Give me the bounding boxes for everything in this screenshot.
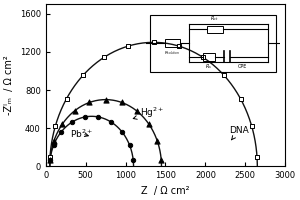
Point [70,120,74,124]
Point [87,101,92,104]
Point [119,101,124,104]
Point [64,97,69,100]
Point [48,159,52,162]
Point [59,130,64,133]
Point [177,45,182,48]
Point [127,143,132,147]
Point [48,155,52,158]
Point [134,109,139,112]
Text: DNA: DNA [230,126,249,140]
Point [103,98,108,101]
Point [131,159,136,162]
Point [146,122,151,126]
Point [249,125,254,128]
Point [126,45,130,48]
Point [81,74,85,77]
Text: Pb$^{2+}$: Pb$^{2+}$ [70,128,94,140]
Point [72,109,77,112]
Point [255,155,260,158]
Point [151,41,156,44]
Text: Hg$^{2+}$: Hg$^{2+}$ [133,106,164,120]
Point [52,139,56,142]
Point [82,115,87,119]
X-axis label: Z  / Ω cm²: Z / Ω cm² [141,186,190,196]
Point [221,74,226,77]
Point [96,115,101,119]
Point [109,120,113,124]
Y-axis label: -Zᴵₘ  / Ω cm²: -Zᴵₘ / Ω cm² [4,55,14,115]
Point [60,122,65,126]
Point [155,139,160,142]
Point [51,143,56,147]
Point [48,158,52,161]
Point [201,56,206,59]
Point [53,125,58,128]
Point [159,158,164,161]
Point [238,97,243,100]
Point [119,130,124,133]
Point [102,56,106,59]
